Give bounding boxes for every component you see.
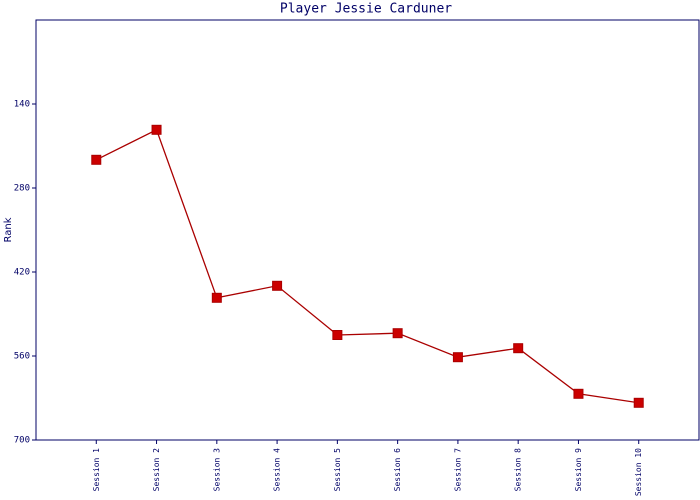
point-marker [513, 343, 524, 354]
chart-title: Player Jessie Carduner [280, 2, 452, 17]
x-tick-label: Session 5 [333, 448, 342, 492]
y-axis-label: Rank [3, 217, 14, 242]
x-tick-label: Session 4 [273, 448, 282, 492]
x-tick-label: Session 1 [92, 448, 101, 492]
point-marker [332, 330, 343, 340]
x-tick-label: Session 8 [514, 448, 523, 492]
y-tick-label: 420 [14, 268, 30, 278]
y-tick-label: 280 [14, 184, 30, 194]
line [95, 128, 639, 404]
x-tick-label: Session 9 [574, 448, 583, 492]
point-marker [272, 280, 283, 291]
point-marker [151, 124, 162, 135]
y-tick-label: 140 [14, 100, 30, 110]
point-marker [573, 388, 584, 399]
point-marker [211, 292, 222, 303]
y-tick-label: 560 [14, 352, 30, 362]
point-marker [91, 154, 102, 165]
plot-frame [35, 19, 700, 441]
x-tick-label: Session 7 [453, 448, 462, 492]
point-marker [392, 328, 403, 339]
point-marker [452, 352, 463, 363]
y-tick-label: 700 [14, 436, 30, 446]
x-tick-label: Session 3 [212, 448, 221, 492]
point-marker [633, 397, 644, 408]
x-tick-label: Session 2 [152, 448, 161, 492]
x-tick-label: Session 6 [393, 448, 402, 492]
x-tick-label: Session 10 [634, 448, 643, 496]
